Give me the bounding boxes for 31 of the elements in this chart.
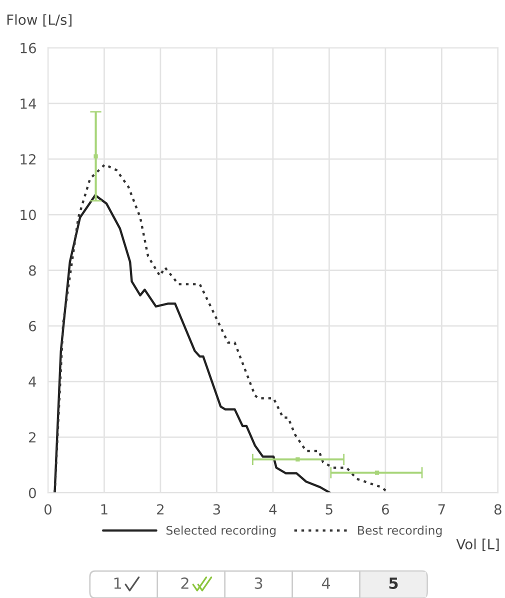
y-tick-label: 14 xyxy=(20,98,36,109)
x-tick-label: 6 xyxy=(382,504,389,515)
text: 5 xyxy=(389,578,398,589)
y-tick-label: 2 xyxy=(29,432,36,442)
x-tick-label: 3 xyxy=(213,504,220,515)
y-tick-label: 6 xyxy=(28,320,36,332)
text: 3 xyxy=(254,577,262,589)
x-tick-label: 0 xyxy=(44,504,52,515)
x-tick-label: 4 xyxy=(269,504,277,514)
text: 1 xyxy=(114,578,122,589)
point xyxy=(94,154,98,158)
y-axis-title: Flow [L/s] xyxy=(7,14,72,27)
x-tick-label: 5 xyxy=(326,504,332,515)
x-tick-label: 8 xyxy=(494,504,502,515)
point xyxy=(374,470,380,475)
text: 2 xyxy=(181,577,188,589)
point xyxy=(296,457,300,462)
x-tick-label: 1 xyxy=(101,504,108,514)
y-tick-label: 10 xyxy=(20,210,36,220)
legend-label: Best recording xyxy=(358,526,442,538)
x-tick-label: 7 xyxy=(438,504,445,514)
line-series xyxy=(54,194,331,493)
x-axis-title: Vol [L] xyxy=(456,538,499,552)
y-tick-label: 16 xyxy=(20,42,36,54)
y-tick-label: 8 xyxy=(28,265,36,276)
y-tick-label: 0 xyxy=(28,488,36,498)
legend-label: Selected recording xyxy=(166,526,276,538)
y-tick-label: 4 xyxy=(28,376,36,387)
text: 4 xyxy=(322,578,330,589)
x-tick-label: 2 xyxy=(157,504,164,514)
y-tick-label: 12 xyxy=(20,154,36,164)
